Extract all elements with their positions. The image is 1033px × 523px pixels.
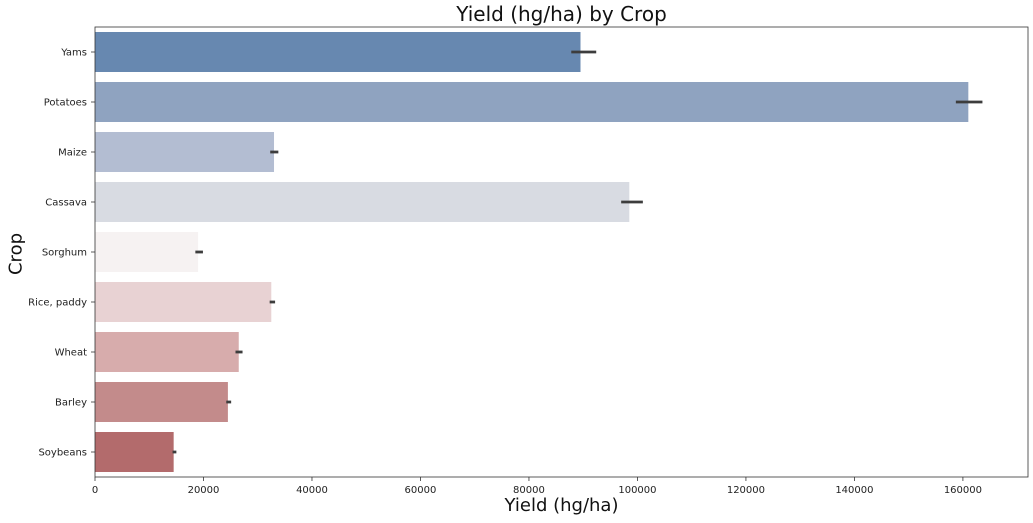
y-tick-label: Yams [60,48,87,59]
chart-title: Yield (hg/ha) by Crop [456,2,667,26]
y-tick-label: Potatoes [44,98,87,109]
y-tick-label: Wheat [55,348,88,359]
bar-sorghum [95,232,199,272]
bar-soybeans [95,432,174,472]
x-tick-label: 100000 [618,485,656,496]
bar-wheat [95,332,239,372]
y-tick-label: Sorghum [42,248,87,259]
bar-rice-paddy [95,282,272,322]
bar-maize [95,132,275,172]
x-tick-label: 120000 [727,485,765,496]
bars-layer [95,32,969,472]
bar-barley [95,382,228,422]
y-tick-label: Maize [58,148,87,159]
bar-cassava [95,182,630,222]
y-tick-label: Barley [55,398,87,409]
y-tick-label: Cassava [45,198,87,209]
x-tick-label: 0 [92,485,98,496]
x-tick-label: 40000 [296,485,328,496]
x-tick-label: 20000 [188,485,220,496]
x-axis-label: Yield (hg/ha) [504,495,619,516]
x-tick-label: 80000 [513,485,545,496]
y-tick-label: Rice, paddy [28,298,87,309]
y-tick-label: Soybeans [38,448,87,459]
plot-frame [94,26,1029,478]
y-ticks-layer: Yams Potatoes Maize Cassava Sorghum Rice, pad… [28,48,95,459]
bar-yams [95,32,581,72]
error-bars-layer [172,50,983,454]
x-tick-label: 140000 [835,485,873,496]
x-tick-label: 160000 [944,485,982,496]
x-ticks-layer: 0 20000 40000 60000 80000 100000 120000 140000 1… [92,477,982,496]
x-tick-label: 60000 [405,485,437,496]
bar-potatoes [95,82,969,122]
